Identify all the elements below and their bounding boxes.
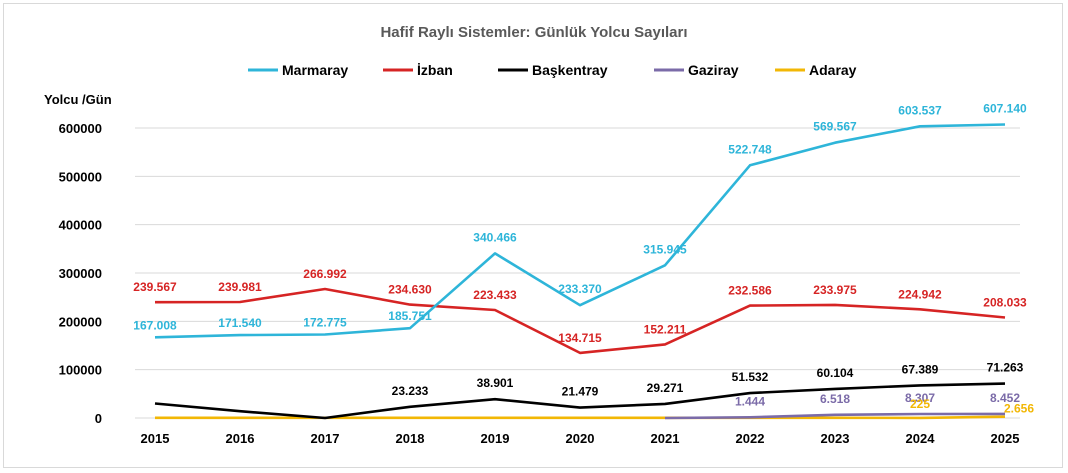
- data-label: 134.715: [558, 331, 602, 345]
- x-tick-label: 2021: [651, 431, 680, 446]
- data-label: 239.567: [133, 280, 177, 294]
- legend-entry: Gaziray: [688, 62, 739, 78]
- data-label: 185.751: [388, 309, 432, 323]
- data-label: 607.140: [983, 102, 1027, 116]
- x-tick-label: 2015: [141, 431, 170, 446]
- y-tick-label: 200000: [59, 314, 102, 329]
- data-label: 167.008: [133, 318, 177, 332]
- data-label: 340.466: [473, 230, 517, 244]
- data-label: 8.452: [990, 391, 1020, 405]
- y-axis-label: Yolcu /Gün: [44, 92, 112, 107]
- x-tick-label: 2025: [991, 431, 1020, 446]
- y-tick-label: 300000: [59, 266, 102, 281]
- x-tick-label: 2019: [481, 431, 510, 446]
- data-label: 38.901: [477, 376, 514, 390]
- data-label: 172.775: [303, 315, 347, 329]
- data-label: 208.033: [983, 295, 1027, 309]
- series-lines: [154, 123, 1006, 420]
- data-label: 60.104: [817, 366, 854, 380]
- y-tick-label: 500000: [59, 169, 102, 184]
- data-label: 233.370: [558, 282, 602, 296]
- data-label: 2.656: [1004, 402, 1034, 416]
- data-label: 21.479: [562, 385, 599, 399]
- data-label: 171.540: [218, 316, 262, 330]
- x-tick-label: 2018: [396, 431, 425, 446]
- data-label: 225: [910, 397, 930, 411]
- data-label: 224.942: [898, 287, 942, 301]
- gridlines: [135, 127, 1020, 419]
- y-tick-label: 400000: [59, 218, 102, 233]
- data-label: 569.567: [813, 120, 857, 134]
- legend-entry: İzban: [417, 62, 453, 78]
- data-label: 266.992: [303, 267, 347, 281]
- data-label: 232.586: [728, 284, 772, 298]
- data-label: 239.981: [218, 280, 262, 294]
- data-label: 223.433: [473, 288, 517, 302]
- series-line: [154, 382, 1006, 420]
- data-label: 6.518: [820, 392, 850, 406]
- data-label: 152.211: [644, 322, 687, 336]
- x-tick-label: 2022: [736, 431, 765, 446]
- x-tick-label: 2024: [906, 431, 936, 446]
- data-label: 1.444: [735, 394, 765, 408]
- chart-frame: [3, 3, 1063, 468]
- x-axis-ticks: 2015 2016 2017 2018 2019 2020 2021 2022 2023 2024…: [141, 431, 1020, 446]
- x-tick-label: 2017: [311, 431, 340, 446]
- series-line: [154, 123, 1006, 339]
- data-label: 51.532: [732, 370, 769, 384]
- data-label: 234.630: [388, 283, 432, 297]
- series-line: [154, 287, 1006, 355]
- y-axis-ticks: 0 100000 200000 300000 400000 500000 600000: [59, 121, 102, 426]
- x-tick-label: 2023: [821, 431, 850, 446]
- legend-entry: Adaray: [809, 62, 857, 78]
- x-tick-label: 2016: [226, 431, 255, 446]
- data-labels: 167.008 171.540 172.775 185.751 340.466 233.3…: [133, 102, 1034, 416]
- data-label: 71.263: [987, 361, 1024, 375]
- data-label: 603.537: [898, 103, 942, 117]
- data-label: 233.975: [813, 283, 857, 297]
- legend: Marmaray İzban Başkentray Gaziray Adaray: [248, 62, 857, 78]
- data-label: 29.271: [647, 381, 684, 395]
- series-line: [664, 412, 1006, 420]
- y-tick-label: 0: [95, 411, 102, 426]
- legend-entry: Marmaray: [282, 62, 348, 78]
- data-label: 23.233: [392, 384, 429, 398]
- series-line: [155, 415, 1006, 420]
- legend-entry: Başkentray: [532, 62, 608, 78]
- chart-title: Hafif Raylı Sistemler: Günlük Yolcu Sayı…: [380, 24, 687, 41]
- data-label: 315.945: [643, 242, 687, 256]
- data-label: 67.389: [902, 362, 939, 376]
- x-tick-label: 2020: [566, 431, 595, 446]
- data-label: 522.748: [728, 142, 772, 156]
- y-tick-label: 600000: [59, 121, 102, 136]
- y-tick-label: 100000: [59, 363, 102, 378]
- data-label: 8.307: [905, 391, 935, 405]
